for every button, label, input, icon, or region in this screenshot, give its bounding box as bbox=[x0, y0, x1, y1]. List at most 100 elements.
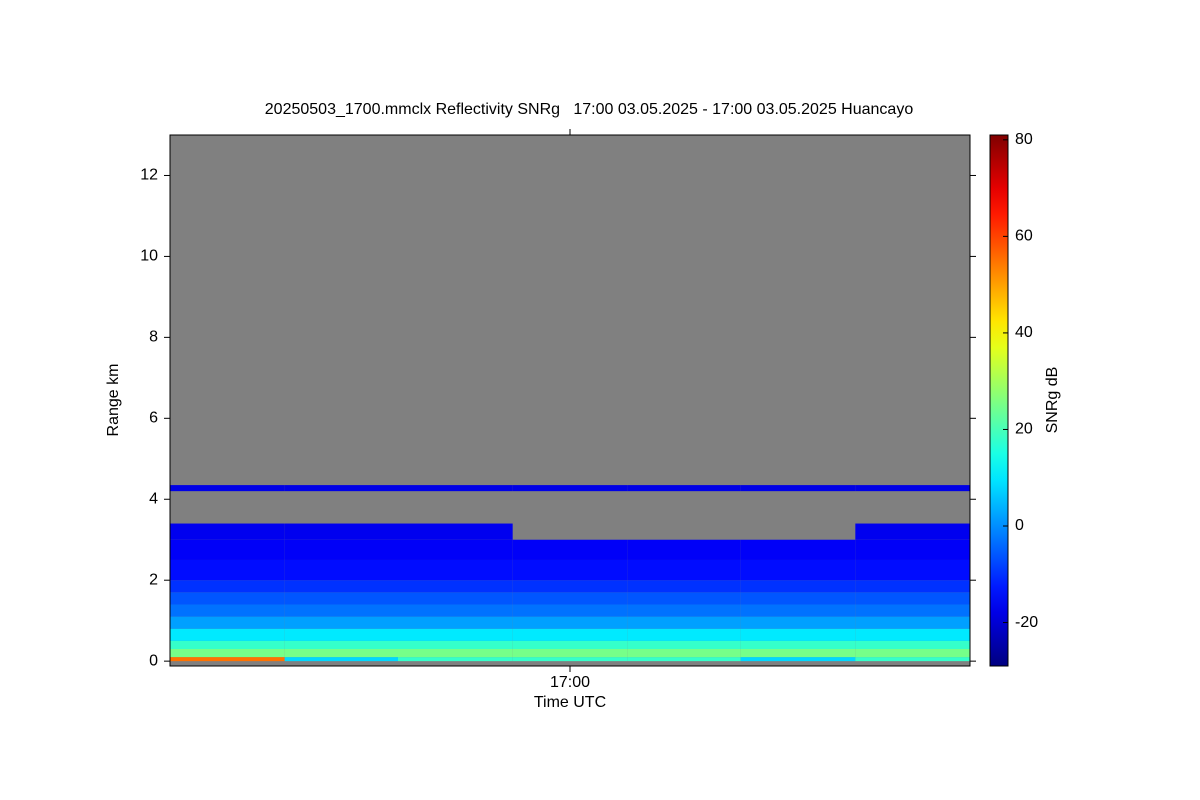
colorbar-label: SNRg dB bbox=[1044, 367, 1061, 434]
heatmap-cell bbox=[398, 649, 513, 658]
colorbar-tick-label: 20 bbox=[1015, 421, 1033, 438]
heatmap-cell bbox=[170, 616, 285, 629]
heatmap-cell bbox=[398, 539, 513, 560]
heatmap-cell bbox=[855, 539, 970, 560]
heatmap-cell bbox=[740, 649, 856, 658]
heatmap-cell bbox=[512, 657, 628, 662]
heatmap-cell bbox=[740, 592, 856, 605]
heatmap-cell bbox=[627, 604, 741, 617]
colorbar-tick-label: 0 bbox=[1015, 517, 1024, 534]
heatmap-cell bbox=[170, 657, 285, 662]
heatmap-cell bbox=[855, 649, 970, 658]
colorbar-tick-label: 60 bbox=[1015, 228, 1033, 245]
heatmap-cell bbox=[855, 640, 970, 650]
heatmap-cell bbox=[284, 539, 398, 560]
heatmap-cell bbox=[740, 559, 856, 581]
heatmap-cell bbox=[627, 649, 741, 658]
heatmap-cell bbox=[740, 616, 856, 629]
heatmap-cell bbox=[512, 592, 628, 605]
heatmap-cell bbox=[398, 559, 513, 581]
heatmap-cell bbox=[398, 628, 513, 641]
heatmap-cell bbox=[284, 649, 398, 658]
heatmap-cell bbox=[170, 539, 285, 560]
heatmap-cell bbox=[512, 559, 628, 581]
heatmap-cell bbox=[512, 616, 628, 629]
heatmap-cell bbox=[740, 604, 856, 617]
colorbar-tick-label: 80 bbox=[1015, 131, 1033, 148]
y-axis-label: Range km bbox=[105, 364, 122, 437]
heatmap-cell bbox=[512, 628, 628, 641]
heatmap-cell bbox=[170, 649, 285, 658]
heatmap-cell bbox=[627, 592, 741, 605]
heatmap-cell bbox=[284, 657, 398, 662]
heatmap-cell bbox=[855, 580, 970, 593]
heatmap-cell bbox=[170, 628, 285, 641]
heatmap-cell bbox=[740, 657, 856, 662]
heatmap-cell bbox=[855, 559, 970, 581]
colorbar-tick-label: -20 bbox=[1015, 614, 1038, 631]
x-tick-label: 17:00 bbox=[550, 674, 590, 691]
heatmap-cell bbox=[855, 604, 970, 617]
heatmap-cell bbox=[740, 580, 856, 593]
heatmap-cell bbox=[398, 580, 513, 593]
heatmap-cell bbox=[284, 592, 398, 605]
heatmap-cell bbox=[284, 559, 398, 581]
heatmap-cell bbox=[627, 616, 741, 629]
heatmap-cell bbox=[284, 604, 398, 617]
heatmap-cell bbox=[398, 616, 513, 629]
heatmap-cell bbox=[512, 649, 628, 658]
heatmap-cell bbox=[627, 657, 741, 662]
heatmap-cell bbox=[627, 640, 741, 650]
heatmap-cell bbox=[740, 628, 856, 641]
heatmap-cell bbox=[398, 640, 513, 650]
heatmap-cell bbox=[512, 640, 628, 650]
heatmap-cell bbox=[627, 559, 741, 581]
heatmap-cell bbox=[284, 616, 398, 629]
heatmap-cell bbox=[740, 539, 856, 560]
heatmap-cell bbox=[855, 485, 970, 492]
heatmap-cell bbox=[284, 580, 398, 593]
heatmap-cell bbox=[512, 485, 628, 492]
heatmap-cell bbox=[398, 485, 513, 492]
heatmap-cell bbox=[284, 640, 398, 650]
heatmap-cell bbox=[170, 604, 285, 617]
heatmap-cell bbox=[627, 628, 741, 641]
heatmap-cell bbox=[512, 539, 628, 560]
y-tick-label: 0 bbox=[149, 652, 158, 669]
heatmap-cell bbox=[855, 523, 970, 540]
y-tick-label: 6 bbox=[149, 410, 158, 427]
heatmap-cell bbox=[170, 640, 285, 650]
heatmap-cell bbox=[284, 523, 398, 540]
x-axis-label: Time UTC bbox=[534, 694, 606, 711]
chart-title: 20250503_1700.mmclx Reflectivity SNRg 17… bbox=[265, 101, 914, 118]
y-tick-label: 8 bbox=[149, 329, 158, 346]
heatmap-cell bbox=[398, 592, 513, 605]
heatmap-cell bbox=[170, 580, 285, 593]
heatmap-cell bbox=[855, 628, 970, 641]
heatmap-cell bbox=[740, 485, 856, 492]
heatmap-cell bbox=[855, 657, 970, 662]
colorbar-tick-label: 40 bbox=[1015, 324, 1033, 341]
heatmap-cell bbox=[512, 604, 628, 617]
y-tick-label: 12 bbox=[140, 167, 158, 184]
heatmap-cell bbox=[170, 485, 285, 492]
heatmap-cell bbox=[398, 523, 513, 540]
heatmap-cell bbox=[855, 592, 970, 605]
heatmap-cell bbox=[398, 604, 513, 617]
colorbar bbox=[989, 134, 1009, 667]
y-tick-label: 4 bbox=[149, 490, 158, 507]
heatmap-cell bbox=[627, 539, 741, 560]
heatmap-cell bbox=[170, 559, 285, 581]
heatmap-cell bbox=[170, 592, 285, 605]
heatmap-cell bbox=[855, 616, 970, 629]
heatmap-cell bbox=[627, 485, 741, 492]
y-tick-label: 10 bbox=[140, 248, 158, 265]
heatmap-cell bbox=[512, 580, 628, 593]
heatmap-cell bbox=[284, 485, 398, 492]
heatmap-cell bbox=[398, 657, 513, 662]
y-tick-label: 2 bbox=[149, 571, 158, 588]
heatmap-cell bbox=[740, 640, 856, 650]
heatmap-cell bbox=[170, 523, 285, 540]
heatmap-cell bbox=[627, 580, 741, 593]
